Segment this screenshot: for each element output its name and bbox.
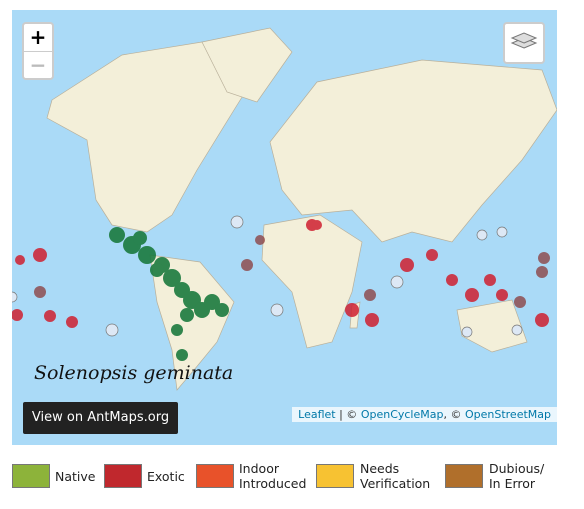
layers-button[interactable] [503,22,545,64]
zoom-in[interactable]: + [29,25,47,49]
attribution-link[interactable]: Leaflet [298,408,336,421]
antmaps-button[interactable]: View on AntMaps.org [23,402,178,434]
greenland [201,27,293,103]
south-america [149,254,235,391]
legend-label-line: Indoor [239,461,279,476]
legend-swatch [12,464,50,488]
legend-label-line: Native [55,469,96,484]
species-name: Solenopsis geminata [34,362,234,384]
zoom-control: + − [22,22,54,80]
map[interactable]: + − Solenopsis geminata View on AntMaps.… [12,10,557,445]
legend-label: Exotic [147,469,185,484]
legend-swatch [104,464,142,488]
legend-label: Dubious/In Error [489,461,544,491]
legend-label-line: Introduced [239,476,307,491]
attribution: Leaflet | © OpenCycleMap, © OpenStreetMa… [292,407,557,422]
legend-swatch [445,464,483,488]
africa [261,214,363,349]
dubious-records [34,235,550,308]
attribution-text: | © [335,408,361,421]
layers-icon [510,32,538,49]
legend-label-line: Verification [360,476,431,491]
map-tiles [12,27,557,391]
legend-swatch [316,464,354,488]
legend-label-line: Dubious/ [489,461,545,476]
zoom-out[interactable]: − [24,51,52,79]
legend-label-line: In Error [489,476,536,491]
australia [456,299,528,353]
undated-records [12,215,523,338]
legend-label-line: Needs [360,461,400,476]
exotic-records [12,219,549,328]
legend-label: Indoor Introduced [239,461,306,491]
attribution-link[interactable]: OpenStreetMap [464,408,551,421]
attribution-text: , © [443,408,465,421]
legend-label: Native [55,469,95,484]
legend-swatch [196,464,234,488]
legend-label: Needs Verification [360,461,430,491]
native-records [109,227,229,361]
eurasia [269,59,557,243]
attribution-link[interactable]: OpenCycleMap [360,408,444,421]
legend-label-line: Exotic [147,469,185,484]
